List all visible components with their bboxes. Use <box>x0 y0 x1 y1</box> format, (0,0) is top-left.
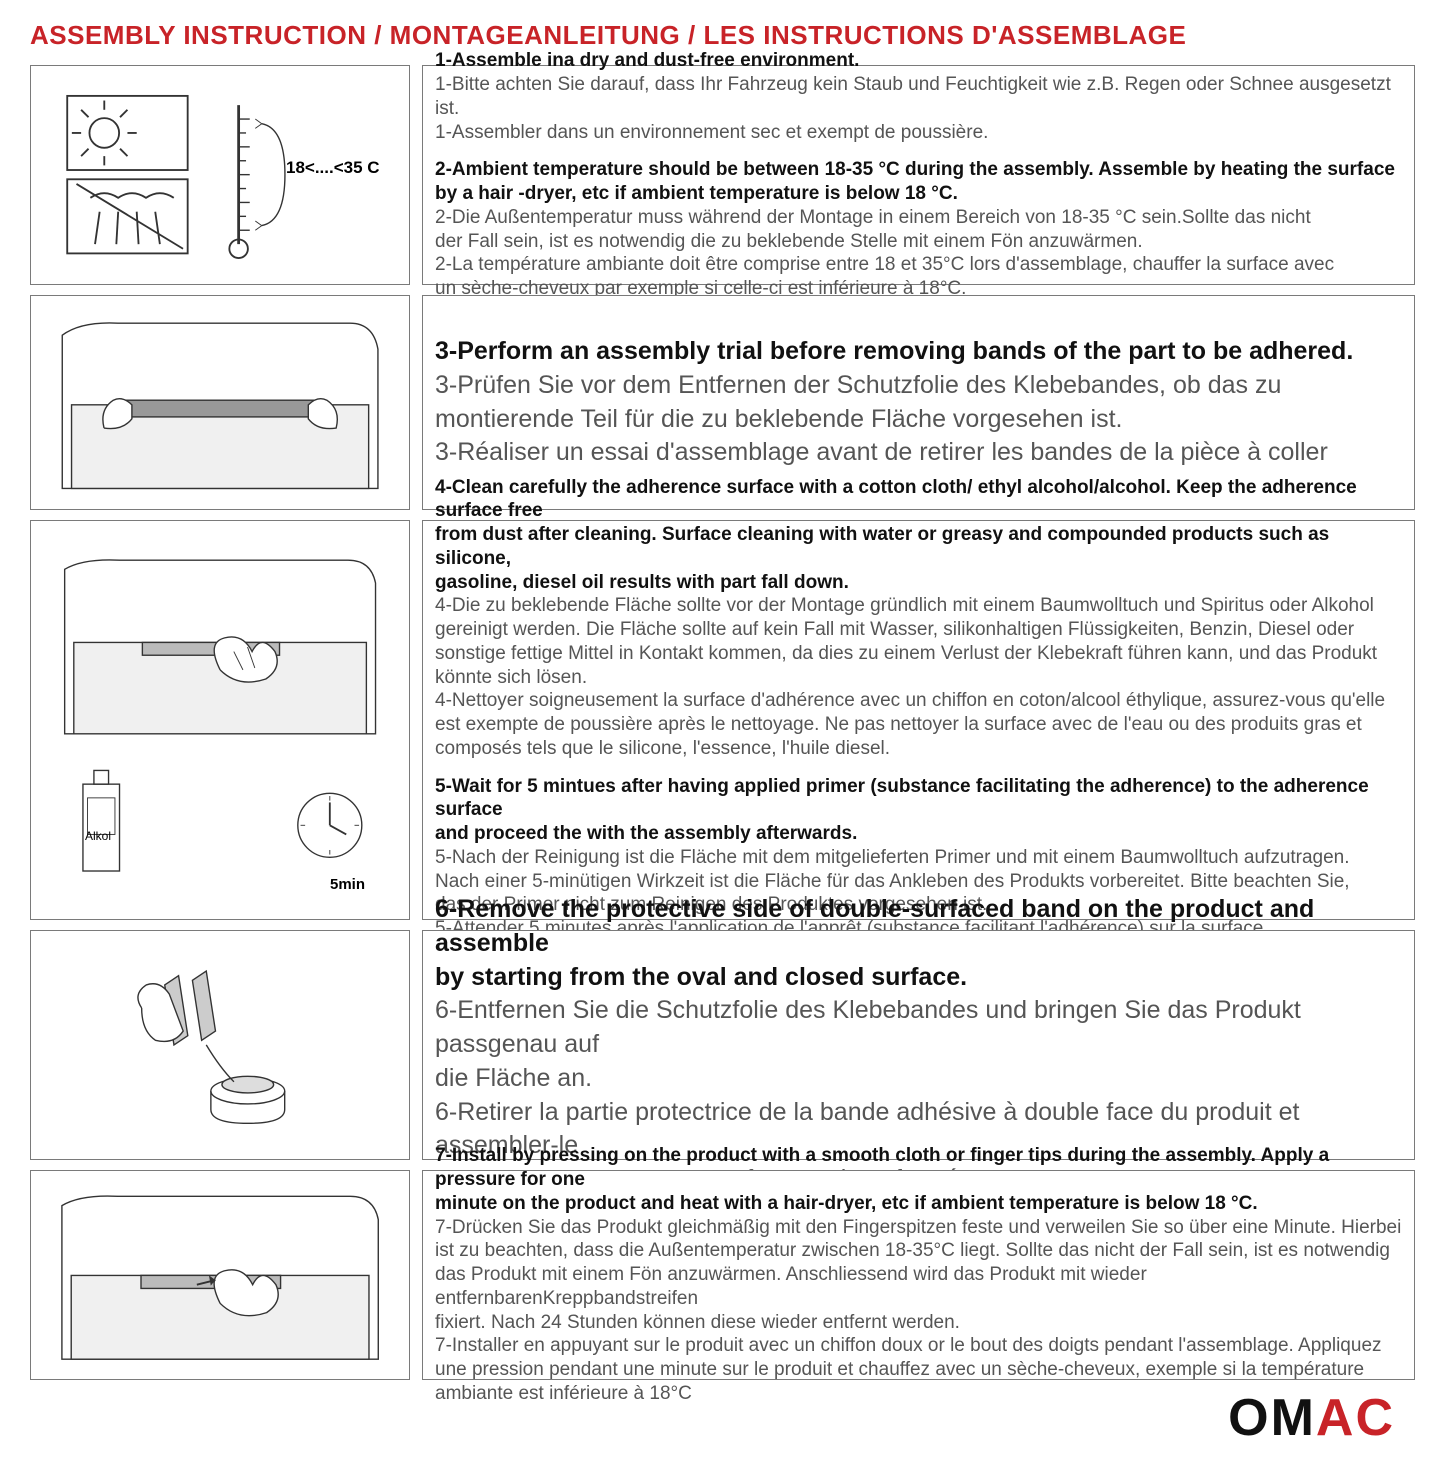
step4-de-d: könnte sich lösen. <box>435 666 1402 690</box>
step3-de-a: 3-Prüfen Sie vor dem Entfernen der Schut… <box>435 369 1402 403</box>
step2-en-a: 2-Ambient temperature should be between … <box>435 158 1402 182</box>
step6-de-b: die Fläche an. <box>435 1062 1402 1096</box>
step7-fr-b: une pression pendant une minute sur le p… <box>435 1358 1402 1382</box>
instruction-text-4-5: 4-Clean carefully the adherence surface … <box>422 520 1415 920</box>
alcohol-label: Alkol <box>85 829 111 843</box>
step4-en-a: 4-Clean carefully the adherence surface … <box>435 476 1402 524</box>
logo-part-1: OM <box>1228 1389 1316 1447</box>
step3-fr: 3-Réaliser un essai d'assemblage avant d… <box>435 436 1402 470</box>
step1-de: 1-Bitte achten Sie darauf, dass Ihr Fahr… <box>435 73 1402 121</box>
illustration-step-7 <box>30 1170 410 1380</box>
instruction-row-3: Alkol 5min 4-Clean carefully the adheren… <box>30 520 1415 920</box>
step2-en-b: by a hair -dryer, etc if ambient tempera… <box>435 182 1402 206</box>
document-title: ASSEMBLY INSTRUCTION / MONTAGEANLEITUNG … <box>30 20 1415 51</box>
step4-de-a: 4-Die zu beklebende Fläche sollte vor de… <box>435 594 1402 618</box>
step7-fr-a: 7-Installer en appuyant sur le produit a… <box>435 1334 1402 1358</box>
step6-en-b: by starting from the oval and closed sur… <box>435 961 1402 995</box>
step6-en-a: 6-Remove the protective side of double-s… <box>435 893 1402 961</box>
instruction-row-4: 6-Remove the protective side of double-s… <box>30 930 1415 1160</box>
instruction-text-1-2: 1-Assemble ina dry and dust-free environ… <box>422 65 1415 285</box>
step2-de-b: der Fall sein, ist es notwendig die zu b… <box>435 230 1402 254</box>
step3-de-b: montierende Teil für die zu beklebende F… <box>435 403 1402 437</box>
step4-de-b: gereinigt werden. Die Fläche sollte auf … <box>435 618 1402 642</box>
step7-de-a: 7-Drücken Sie das Produkt gleichmäßig mi… <box>435 1216 1402 1240</box>
logo-part-2: AC <box>1316 1389 1395 1447</box>
step5-de-b: Nach einer 5-minütigen Wirkzeit ist die … <box>435 870 1402 894</box>
step4-en-b: from dust after cleaning. Surface cleani… <box>435 523 1402 571</box>
instruction-text-7: 7-Install by pressing on the product wit… <box>422 1170 1415 1380</box>
instruction-row-5: 7-Install by pressing on the product wit… <box>30 1170 1415 1380</box>
illustration-step-6 <box>30 930 410 1160</box>
illustration-step-3 <box>30 295 410 510</box>
step7-de-b: ist zu beachten, dass die Außentemperatu… <box>435 1239 1402 1263</box>
step5-en-a: 5-Wait for 5 mintues after having applie… <box>435 775 1402 823</box>
step4-fr-c: composés tels que le silicone, l'essence… <box>435 737 1402 761</box>
step4-de-c: sonstige fettige Mittel in Kontakt komme… <box>435 642 1402 666</box>
step1-en: 1-Assemble ina dry and dust-free environ… <box>435 49 1402 73</box>
instruction-row-1: 18<....<35 C 1-Assemble ina dry and dust… <box>30 65 1415 285</box>
step4-fr-b: est exempte de poussière après le nettoy… <box>435 713 1402 737</box>
instruction-text-6: 6-Remove the protective side of double-s… <box>422 930 1415 1160</box>
step7-de-c: das Produkt mit einem Fön anzuwärmen. An… <box>435 1263 1402 1311</box>
step5-en-b: and proceed the with the assembly afterw… <box>435 822 1402 846</box>
time-label: 5min <box>330 876 365 893</box>
step7-de-d: fixiert. Nach 24 Stunden können diese wi… <box>435 1311 1402 1335</box>
step5-de-a: 5-Nach der Reinigung ist die Fläche mit … <box>435 846 1402 870</box>
step6-de-a: 6-Entfernen Sie die Schutzfolie des Kleb… <box>435 994 1402 1062</box>
step1-fr: 1-Assembler dans un environnement sec et… <box>435 121 1402 145</box>
illustration-step-1-2: 18<....<35 C <box>30 65 410 285</box>
step2-fr-a: 2-La température ambiante doit être comp… <box>435 253 1402 277</box>
step4-fr-a: 4-Nettoyer soigneusement la surface d'ad… <box>435 689 1402 713</box>
temperature-label: 18<....<35 C <box>286 158 380 178</box>
step7-en-a: 7-Install by pressing on the product wit… <box>435 1144 1402 1192</box>
step7-en-b: minute on the product and heat with a ha… <box>435 1192 1402 1216</box>
step3-en: 3-Perform an assembly trial before remov… <box>435 335 1402 369</box>
step4-en-c: gasoline, diesel oil results with part f… <box>435 571 1402 595</box>
illustration-step-4-5: Alkol 5min <box>30 520 410 920</box>
step2-de-a: 2-Die Außentemperatur muss während der M… <box>435 206 1402 230</box>
